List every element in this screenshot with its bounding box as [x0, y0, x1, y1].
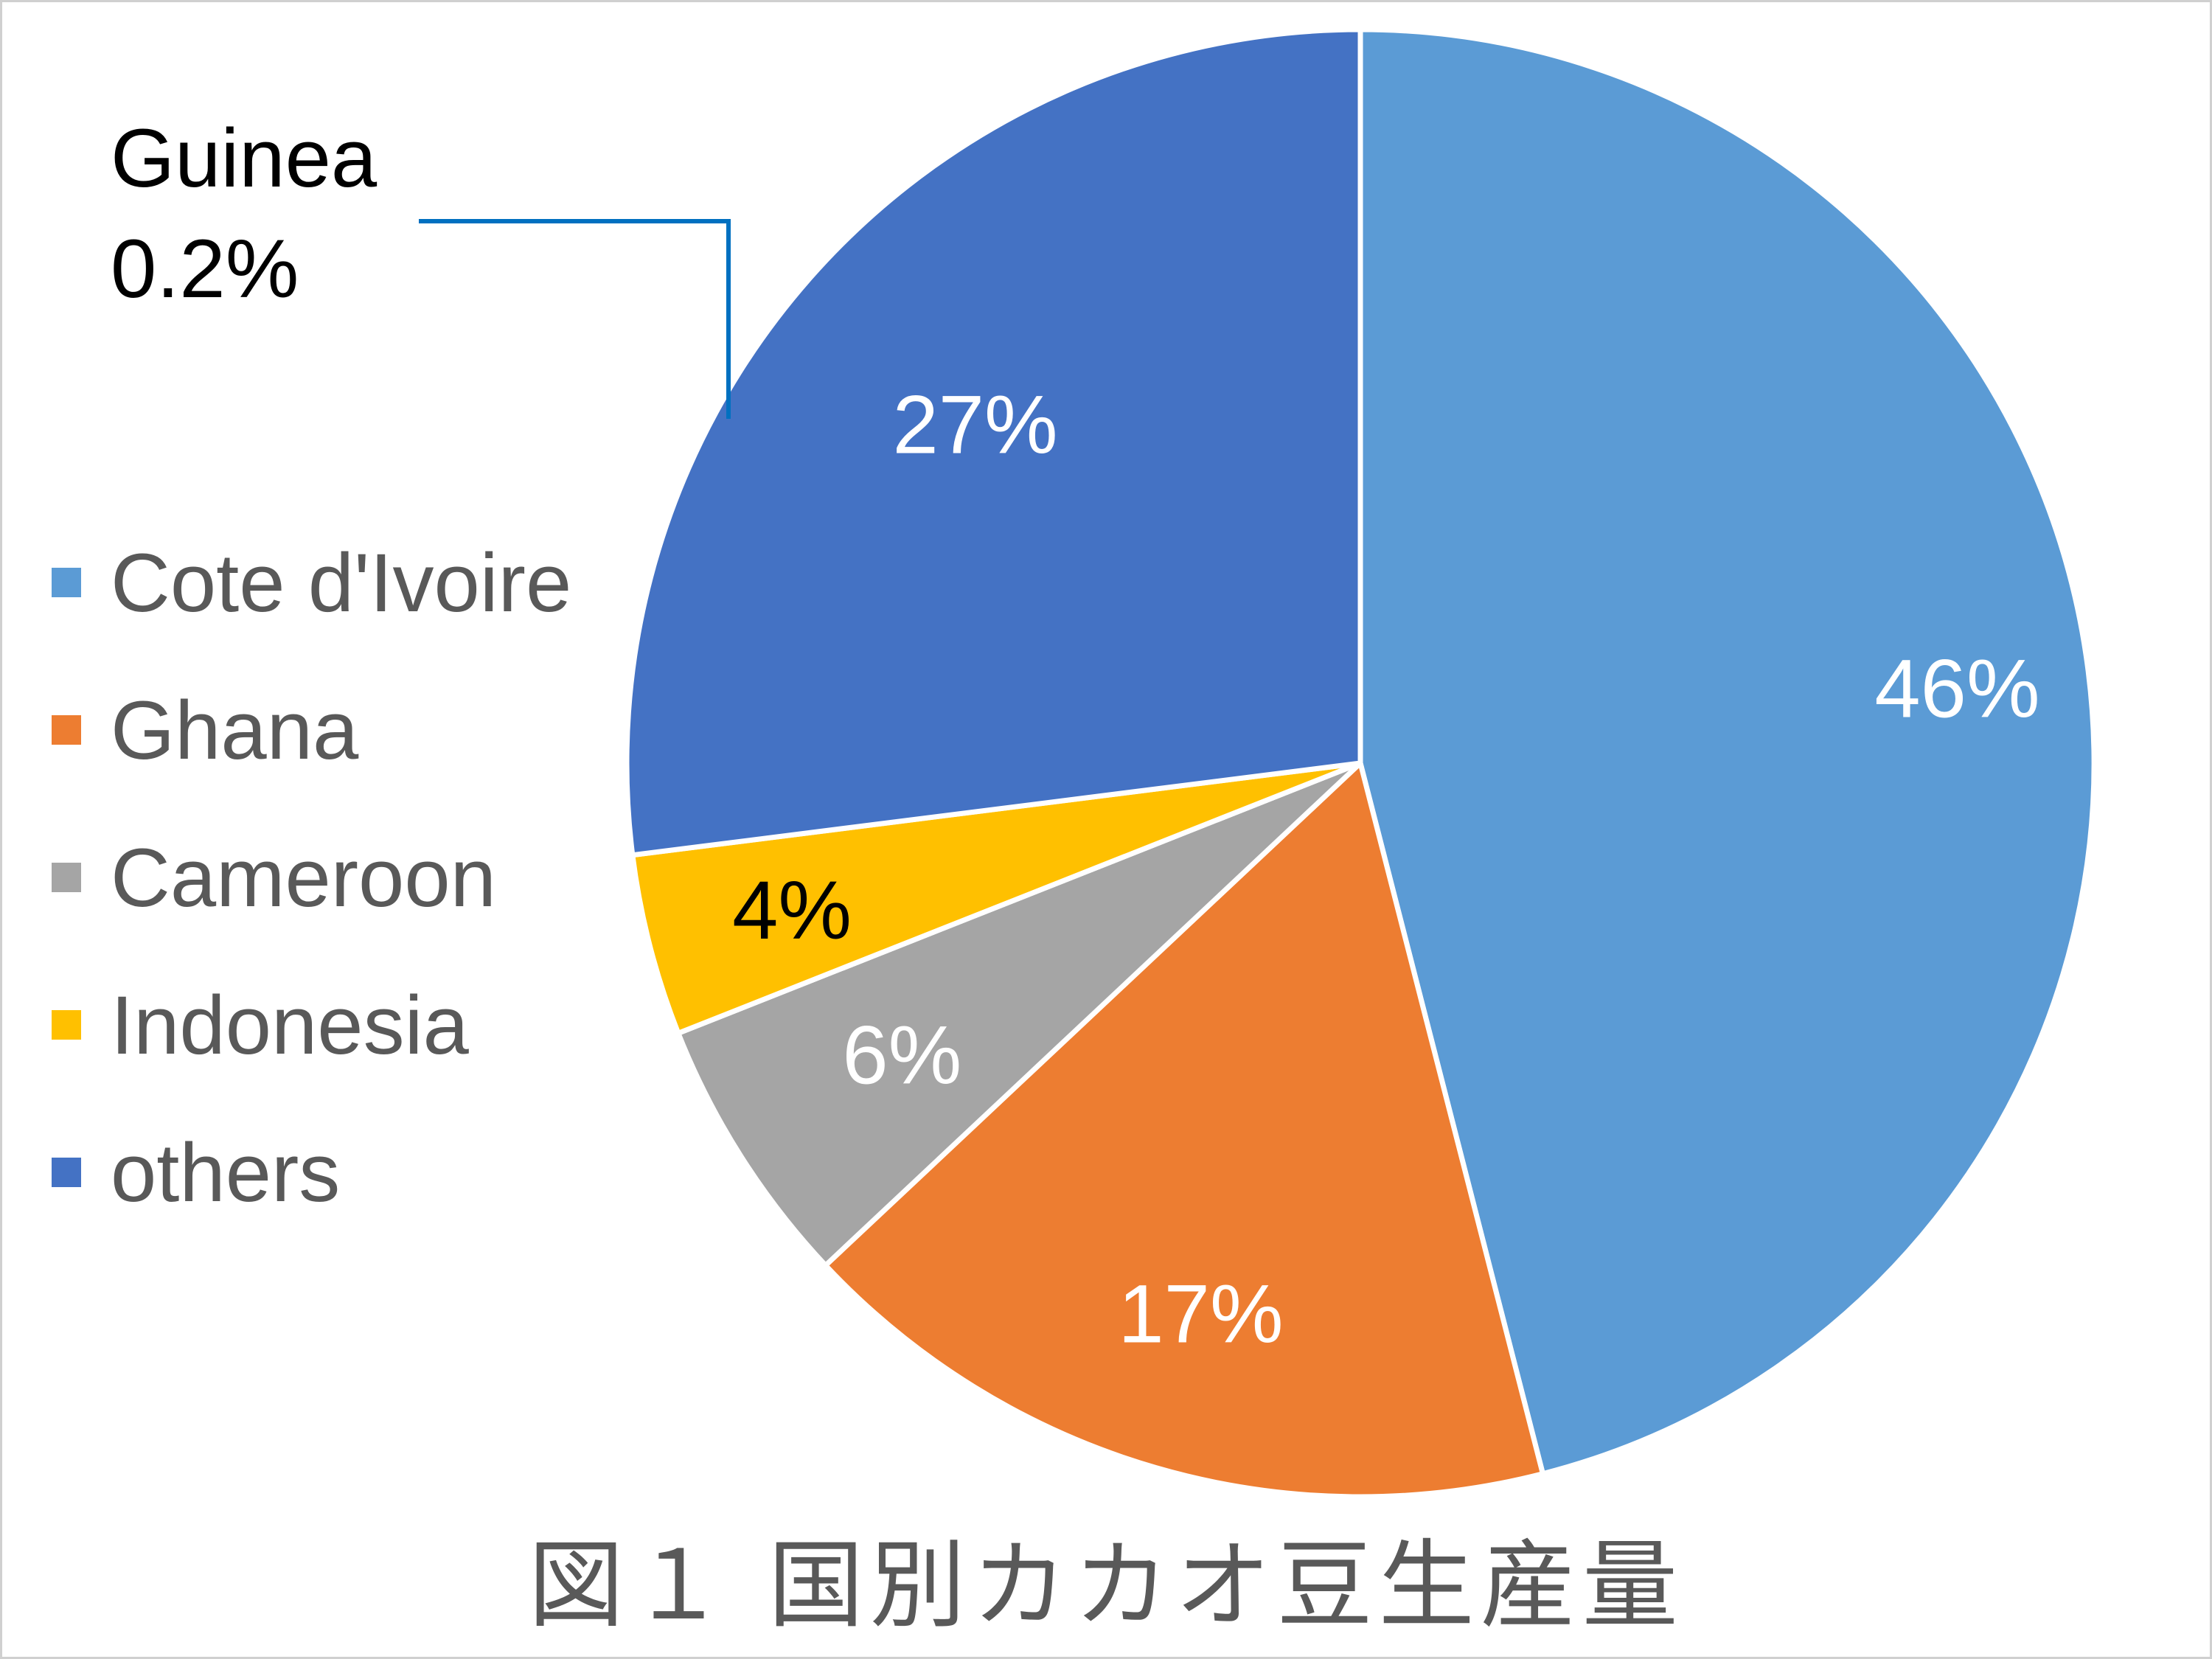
- legend-swatch: [52, 715, 81, 745]
- legend-item-others: others: [52, 1099, 571, 1246]
- legend-swatch: [52, 1158, 81, 1187]
- legend-item-indonesia: Indonesia: [52, 951, 571, 1099]
- legend-label: others: [111, 1126, 341, 1219]
- slice-label-others: 27%: [892, 378, 1057, 470]
- chart-caption: 図１ 国別カカオ豆生産量: [528, 1529, 1684, 1641]
- legend-label: Ghana: [111, 684, 359, 776]
- legend-swatch: [52, 863, 81, 892]
- legend-item-ghana: Ghana: [52, 656, 571, 804]
- legend-item-cote-d-ivoire: Cote d'Ivoire: [52, 509, 571, 656]
- guinea-callout-value: 0.2%: [111, 223, 299, 315]
- slice-label-cote-d-ivoire: 46%: [1874, 643, 2039, 735]
- slice-label-cameroon: 6%: [842, 1009, 961, 1102]
- legend: Cote d'Ivoire Ghana Cameroon Indonesia other…: [52, 509, 571, 1246]
- pie-slice-indonesia: [629, 760, 1362, 1037]
- guinea-callout-name: Guinea: [111, 112, 378, 204]
- legend-item-cameroon: Cameroon: [52, 804, 571, 951]
- legend-swatch: [52, 1010, 81, 1040]
- guinea-callout: Guinea 0.2%: [111, 103, 377, 324]
- pie-slice-ghana: [821, 758, 1546, 1500]
- legend-swatch: [52, 568, 81, 597]
- slice-label-indonesia: 4%: [732, 864, 852, 956]
- guinea-leader-line: [419, 219, 731, 419]
- pie-slice-others: [624, 27, 1363, 858]
- slice-label-ghana: 17%: [1118, 1267, 1283, 1360]
- legend-label: Indonesia: [111, 978, 469, 1071]
- legend-label: Cameroon: [111, 831, 496, 924]
- legend-label: Cote d'Ivoire: [111, 536, 572, 629]
- pie-slice-cameroon: [675, 760, 1363, 1270]
- pie-slice-cote-d-ivoire: [1357, 27, 2097, 1478]
